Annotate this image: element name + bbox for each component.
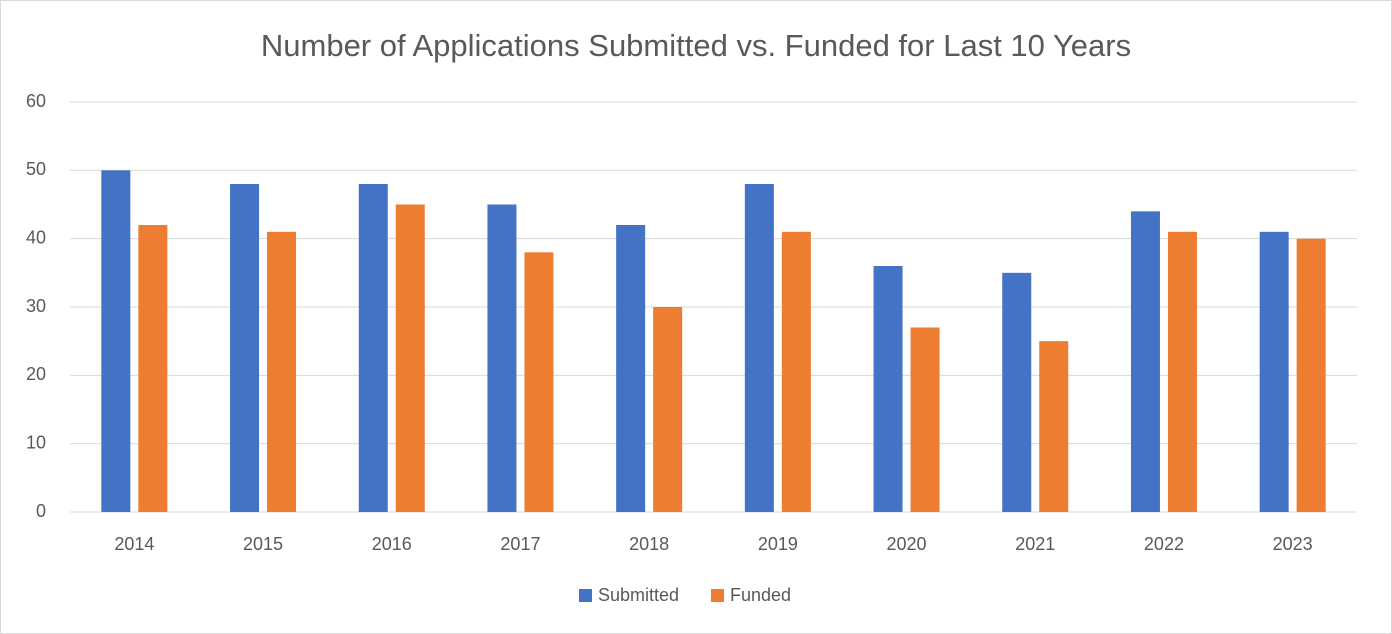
x-tick-label: 2015 bbox=[243, 534, 283, 554]
bar bbox=[910, 327, 940, 512]
x-tick-label: 2020 bbox=[887, 534, 927, 554]
bar bbox=[101, 170, 131, 513]
bar bbox=[524, 252, 554, 513]
bar bbox=[230, 184, 260, 512]
bar bbox=[1130, 211, 1160, 513]
bar bbox=[1259, 231, 1289, 513]
chart-title: Number of Applications Submitted vs. Fun… bbox=[261, 28, 1131, 63]
bar bbox=[781, 231, 811, 513]
x-tick-label: 2023 bbox=[1273, 534, 1313, 554]
bar bbox=[487, 204, 517, 512]
x-tick-label: 2017 bbox=[500, 534, 540, 554]
y-tick-label: 0 bbox=[36, 501, 46, 521]
bar bbox=[616, 225, 646, 512]
y-tick-label: 40 bbox=[26, 227, 46, 247]
bar bbox=[873, 266, 903, 512]
bar bbox=[1002, 272, 1032, 512]
bar bbox=[138, 225, 168, 512]
bar bbox=[653, 307, 683, 512]
x-tick-label: 2022 bbox=[1144, 534, 1184, 554]
y-tick-label: 20 bbox=[26, 364, 46, 384]
bar bbox=[358, 184, 388, 512]
legend-swatch bbox=[711, 589, 724, 602]
x-tick-label: 2019 bbox=[758, 534, 798, 554]
legend-label: Funded bbox=[730, 585, 791, 605]
bar bbox=[1039, 341, 1069, 512]
bar bbox=[1167, 231, 1197, 513]
bar bbox=[395, 204, 425, 512]
y-tick-label: 50 bbox=[26, 159, 46, 179]
x-tick-label: 2016 bbox=[372, 534, 412, 554]
bar bbox=[1296, 238, 1326, 512]
y-tick-label: 10 bbox=[26, 432, 46, 452]
x-tick-label: 2018 bbox=[629, 534, 669, 554]
bar bbox=[267, 231, 297, 513]
y-tick-label: 60 bbox=[26, 91, 46, 111]
legend-label: Submitted bbox=[598, 585, 679, 605]
x-tick-label: 2014 bbox=[114, 534, 154, 554]
bar bbox=[744, 184, 774, 512]
y-tick-label: 30 bbox=[26, 296, 46, 316]
legend-swatch bbox=[579, 589, 592, 602]
x-tick-label: 2021 bbox=[1015, 534, 1055, 554]
